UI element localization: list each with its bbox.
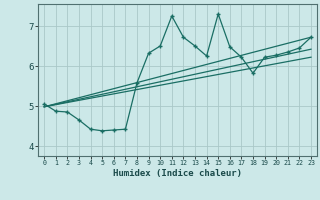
X-axis label: Humidex (Indice chaleur): Humidex (Indice chaleur) <box>113 169 242 178</box>
